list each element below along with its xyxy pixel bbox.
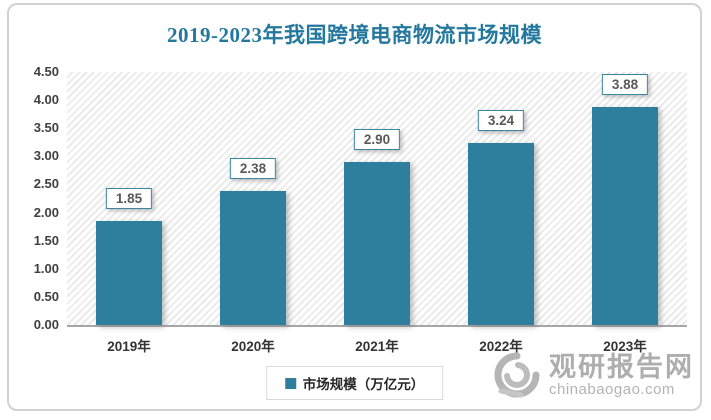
watermark: 观研报告网 chinabaogao.com (491, 349, 694, 401)
chart-card: 2019-2023年我国跨境电商物流市场规模 4.50 4.00 3.50 3.… (7, 3, 702, 411)
x-tick-label-2021: 2021年 (355, 339, 399, 354)
legend-marker-icon (284, 377, 296, 389)
y-tick-label: 4.00 (33, 92, 59, 108)
bar-value-label: 1.85 (105, 188, 153, 209)
bar-slot-2020: 2.38 (191, 72, 315, 325)
bar-2019 (96, 221, 162, 325)
x-tick-label-2022: 2022年 (479, 339, 523, 354)
y-tick-label: 0.00 (33, 316, 59, 332)
y-tick-label: 1.00 (33, 260, 59, 276)
bar-2020 (220, 191, 286, 325)
watermark-text: 观研报告网 chinabaogao.com (549, 353, 694, 398)
chart-title: 2019-2023年我国跨境电商物流市场规模 (167, 23, 542, 47)
bar-slot-2019: 1.85 (67, 72, 191, 325)
x-tick-label-2023: 2023年 (603, 339, 647, 354)
bar-value-label: 2.38 (229, 158, 277, 179)
x-tick-label-2020: 2020年 (231, 339, 275, 354)
y-tick-label: 4.50 (33, 64, 59, 79)
x-tick-label-2019: 2019年 (107, 339, 151, 354)
x-axis-labels: 2019年 2020年 2021年 2022年 2023年 (67, 335, 687, 355)
y-tick-label: 1.50 (33, 232, 59, 248)
legend: 市场规模（万亿元） (265, 366, 444, 400)
y-tick-label: 3.00 (33, 148, 59, 164)
y-tick-label: 3.50 (33, 120, 59, 136)
y-tick-label: 2.50 (33, 176, 59, 192)
y-axis-labels: 4.50 4.00 3.50 3.00 2.50 2.00 1.50 1.00 … (9, 63, 59, 334)
bar-value-label: 3.88 (601, 74, 649, 95)
legend-label: 市场规模（万亿元） (302, 377, 425, 392)
bar-slot-2023: 3.88 (563, 72, 687, 325)
watermark-site-name: 观研报告网 (549, 351, 694, 382)
bar-2022 (468, 143, 534, 325)
bar-slot-2021: 2.90 (315, 72, 439, 325)
y-tick-label: 2.00 (33, 204, 59, 220)
bar-2023 (592, 107, 658, 325)
bar-slot-2022: 3.24 (439, 72, 563, 325)
plot-area: 1.85 2.38 2.90 3.24 3.88 (67, 72, 687, 327)
bar-value-label: 3.24 (477, 110, 525, 131)
watermark-site-url: chinabaogao.com (549, 380, 675, 398)
y-tick-label: 0.50 (33, 288, 59, 304)
watermark-logo-icon (494, 352, 540, 398)
bar-2021 (344, 162, 410, 325)
bar-value-label: 2.90 (353, 129, 401, 150)
